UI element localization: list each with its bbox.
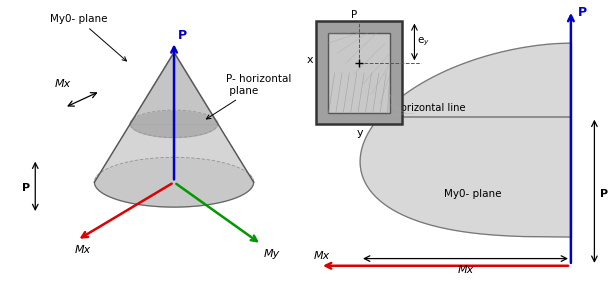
Bar (316, 21, 402, 124)
Text: Mx: Mx (55, 79, 71, 89)
Text: P: P (178, 29, 187, 42)
Polygon shape (130, 52, 218, 138)
Polygon shape (130, 52, 218, 124)
Bar (328, 33, 390, 113)
Text: Mx: Mx (314, 250, 330, 261)
Text: x: x (306, 55, 313, 65)
Polygon shape (95, 52, 254, 207)
Text: P- horizontal line: P- horizontal line (383, 103, 466, 113)
Text: y: y (357, 128, 363, 138)
Text: P: P (351, 10, 357, 20)
Text: Mx: Mx (457, 265, 474, 275)
Text: P- horizontal
 plane: P- horizontal plane (206, 74, 292, 119)
Text: My0- plane: My0- plane (50, 14, 126, 61)
Text: My: My (263, 249, 279, 259)
Text: P: P (21, 183, 30, 192)
Polygon shape (95, 52, 254, 182)
Text: Mx: Mx (75, 245, 91, 255)
Text: My0- plane: My0- plane (444, 189, 502, 199)
Text: e$_y$: e$_y$ (417, 36, 430, 48)
Polygon shape (360, 43, 571, 237)
Text: P: P (577, 6, 586, 19)
Text: P: P (600, 189, 608, 199)
